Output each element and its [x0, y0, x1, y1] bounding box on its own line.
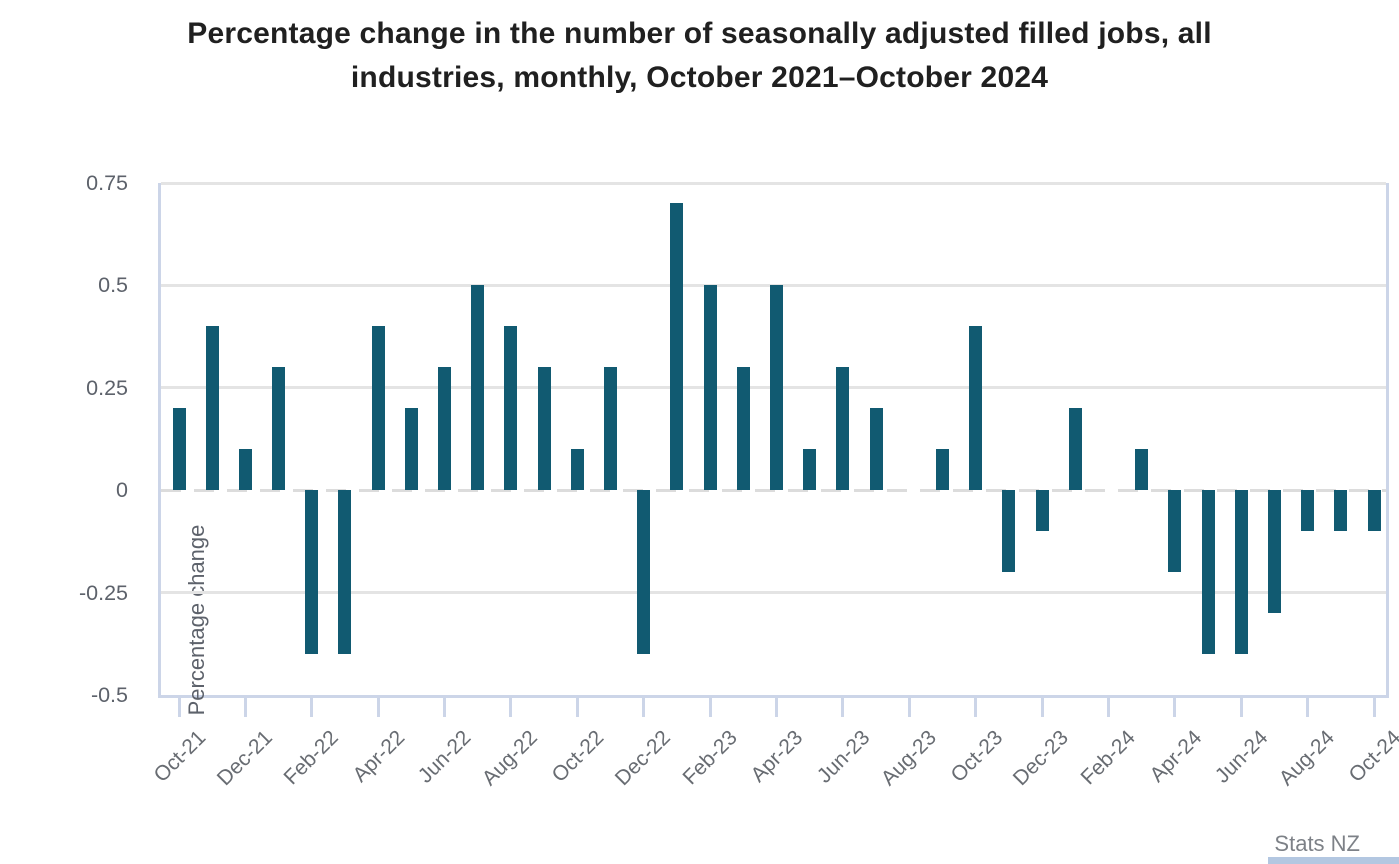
bar-Jul-22	[471, 285, 485, 491]
x-tick-label: Dec-23	[1009, 726, 1074, 791]
x-tick-label: Feb-23	[678, 726, 742, 790]
x-tick-label: Oct-23	[946, 726, 1007, 787]
bar-Mar-24	[1135, 449, 1149, 491]
bar-Jan-24	[1068, 408, 1082, 491]
x-tick-mark	[509, 695, 513, 717]
bar-Jun-24	[1234, 490, 1248, 655]
x-tick-mark	[1306, 695, 1310, 717]
x-tick-label: Dec-21	[212, 726, 277, 791]
x-tick-label: Dec-22	[610, 726, 675, 791]
bar-Dec-21	[238, 449, 252, 491]
gridline	[161, 591, 1386, 595]
bar-Feb-23	[703, 285, 717, 491]
x-tick-mark	[1106, 695, 1110, 717]
bar-Jan-23	[670, 203, 684, 491]
y-tick-label: 0	[116, 478, 128, 503]
bar-Jan-22	[272, 367, 286, 491]
x-tick-mark	[1040, 695, 1044, 717]
bar-Apr-24	[1168, 490, 1182, 573]
x-tick-mark	[642, 695, 646, 717]
bar-Jun-23	[836, 367, 850, 491]
x-tick-label: Feb-22	[279, 726, 344, 790]
bar-Sep-24	[1334, 490, 1348, 532]
y-tick-label: -0.25	[78, 580, 128, 605]
x-tick-mark	[243, 695, 247, 717]
x-tick-label: Oct-24	[1344, 726, 1399, 787]
x-tick-label: Jun-22	[414, 726, 476, 788]
bar-Aug-22	[504, 326, 518, 491]
x-tick-mark	[974, 695, 978, 717]
x-tick-label: Oct-22	[547, 726, 609, 787]
bar-Apr-23	[770, 285, 783, 491]
bar-Mar-22	[338, 490, 352, 655]
bar-May-22	[404, 408, 418, 491]
stats-nz-credit: Stats NZ	[1274, 831, 1360, 856]
bar-Oct-21	[172, 408, 186, 491]
bar-Aug-24	[1301, 490, 1315, 532]
bar-Nov-23	[1002, 490, 1016, 573]
y-tick-label: 0.25	[86, 375, 128, 400]
gridline	[161, 181, 1386, 185]
bar-Sep-22	[537, 367, 551, 491]
y-tick-label: -0.5	[90, 683, 128, 707]
x-tick-mark	[775, 695, 778, 717]
bar-Oct-22	[570, 449, 584, 491]
chart-title-line-1: Percentage change in the number of seaso…	[187, 17, 1212, 50]
x-tick-label: Apr-22	[348, 726, 410, 787]
x-tick-mark	[177, 695, 181, 717]
x-tick-mark	[1239, 695, 1243, 717]
x-tick-label: Feb-24	[1076, 726, 1140, 790]
bar-Jul-24	[1267, 490, 1281, 614]
x-tick-mark	[1372, 695, 1376, 717]
x-tick-label: Aug-24	[1274, 726, 1339, 791]
x-tick-label: Oct-21	[149, 726, 211, 787]
bar-Apr-22	[371, 326, 385, 491]
x-tick-label: Aug-23	[876, 726, 941, 791]
bar-May-24	[1201, 490, 1215, 655]
bar-May-23	[803, 449, 817, 491]
x-tick-mark	[708, 695, 712, 717]
x-tick-mark	[443, 695, 447, 717]
bar-Oct-23	[969, 326, 983, 491]
x-tick-label: Apr-23	[746, 726, 808, 787]
x-tick-label: Apr-24	[1145, 726, 1207, 787]
y-tick-label: 0.5	[98, 273, 128, 298]
bar-Nov-22	[604, 367, 618, 491]
bar-Sep-23	[935, 449, 949, 491]
y-tick-label: 0.75	[86, 171, 128, 195]
bar-Nov-21	[205, 326, 219, 491]
bar-Oct-24	[1367, 490, 1381, 532]
x-tick-mark	[575, 695, 579, 717]
bar-Feb-22	[305, 490, 319, 655]
plot-area: Percentage change 0.75 0.5 0.25 0 -0.25 -0.5 O…	[79, 171, 1399, 790]
x-tick-label: Aug-22	[478, 726, 543, 791]
x-tick-mark	[310, 695, 314, 717]
x-tick-mark	[907, 695, 911, 717]
x-tick-label: Jun-24	[1210, 726, 1273, 788]
bar-Jun-22	[438, 367, 452, 491]
bar-Jul-23	[869, 408, 883, 491]
bar-Dec-22	[637, 490, 651, 655]
x-tick-mark	[841, 695, 845, 717]
chart-title: Percentage change in the number of seaso…	[0, 12, 1399, 100]
x-tick-mark	[376, 695, 380, 717]
bar-Dec-23	[1035, 490, 1049, 532]
x-tick-mark	[1173, 695, 1177, 717]
chart-title-line-2: industries, monthly, October 2021–Octobe…	[350, 61, 1049, 94]
y-axis-title: Percentage change	[184, 524, 209, 716]
zero-gridline	[161, 488, 1386, 492]
bar-Mar-23	[736, 367, 750, 491]
x-tick-label: Jun-23	[812, 726, 875, 788]
logo-underline-bar	[1268, 857, 1399, 864]
